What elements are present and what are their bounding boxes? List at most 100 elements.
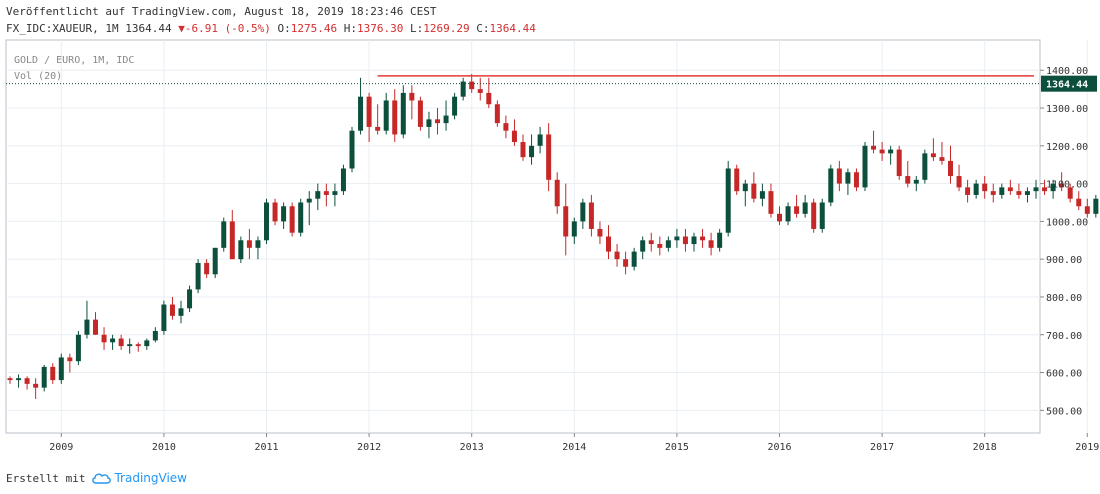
candle-body [520,142,526,158]
candle-body [580,202,586,222]
candle-body [255,240,261,248]
candle-body [161,304,167,331]
last-price: 1364.44 [125,22,172,35]
candle-body [811,202,817,229]
candle-body [674,236,680,241]
y-tick-label: 700.00 [1046,331,1082,342]
candle-body [956,176,962,188]
candle-body [101,334,107,343]
plot-frame [5,39,1041,434]
candle-body [623,259,629,267]
candle-body [332,191,338,195]
candle-body [700,236,706,241]
candle-body [511,130,517,143]
candle-body [1024,191,1030,195]
candle-body [469,81,475,90]
candle-body [1067,187,1073,199]
x-tick-label: 2018 [973,442,997,453]
candle-body [315,191,321,199]
candle-body [888,149,894,154]
change-value: -6.91 (-0.5%) [184,22,271,35]
candle-body [204,262,210,275]
candle-body [289,206,295,233]
candle-body [648,240,654,245]
candle-body [477,89,483,93]
candle-body [84,319,90,335]
candle-body [742,183,748,192]
candle-body [67,357,73,362]
candle-body [1084,206,1090,214]
open-label: O: [277,22,291,35]
x-tick-label: 2017 [870,442,894,453]
candle-body [777,213,782,222]
candle-body [221,221,227,248]
candle-body [853,172,859,188]
candle-body [1093,198,1099,214]
candle-body [785,206,791,222]
candle-body [349,130,355,169]
last-price-tag-label: 1364.44 [1046,80,1088,91]
candle-body [999,187,1005,195]
candle-body [298,202,304,233]
candle-body [452,96,458,116]
candle-body [845,172,851,184]
candle-body [1007,187,1013,192]
open-value: 1275.46 [290,22,338,35]
candle-body [229,221,235,260]
candle-body [922,153,928,180]
candle-body [118,338,124,347]
x-tick-label: 2015 [665,442,689,453]
candle-body [657,244,663,248]
candle-body [554,179,560,207]
tradingview-brand: TradingView [114,471,187,485]
candle-body [152,330,158,341]
ohlc-bar: FX_IDC:XAUEUR, 1M 1364.44 ▼-6.91 (-0.5%)… [6,22,536,35]
candle-body [187,289,193,309]
footer: Erstellt mit TradingView [6,471,187,485]
tradingview-logo[interactable]: TradingView [91,471,187,485]
candle-body [212,247,218,275]
candle-body [435,119,440,124]
candle-body [734,168,740,192]
candle-body [529,145,535,158]
candle-body [33,383,39,388]
candle-body [50,366,56,381]
candle-body [930,153,936,158]
candle-body [460,81,466,97]
candle-body [1016,191,1022,195]
published-info: Veröffentlicht auf TradingView.com, Augu… [6,5,437,18]
candle-body [340,168,346,192]
candle-body [990,191,996,195]
candle-body [75,334,81,362]
candle-body [417,100,423,127]
candle-body [751,183,757,199]
candle-body [58,357,64,381]
time-axis[interactable]: 2009 2010 2011 2012 2013 2014 2015 2016 2017 2018… [49,433,1100,453]
down-triangle-icon: ▼ [178,22,185,35]
candle-body [272,202,278,222]
candle-body [896,149,902,177]
candle-body [409,92,415,101]
candle-body [503,123,509,131]
candle-body [759,191,765,199]
candle-body [24,378,30,384]
candle-body [606,236,611,252]
candle-body [665,240,671,248]
candle-body [794,206,800,214]
x-tick-label: 2014 [562,442,586,453]
candle-body [238,240,244,260]
candle-body [905,176,911,184]
candle-body [965,187,971,195]
low-label: L: [410,22,424,35]
y-tick-label: 800.00 [1046,293,1082,304]
candle-body [1050,183,1056,192]
candle-body [135,344,141,347]
candle-body [110,338,116,343]
candle-body [836,168,842,184]
price-axis[interactable]: 500.00 600.00 700.00 800.00 900.00 1000.00 110… [1040,66,1097,417]
y-tick-label: 1300.00 [1046,104,1088,115]
candle-body [640,240,646,252]
candle-body [169,304,175,316]
candle-body [802,202,808,214]
